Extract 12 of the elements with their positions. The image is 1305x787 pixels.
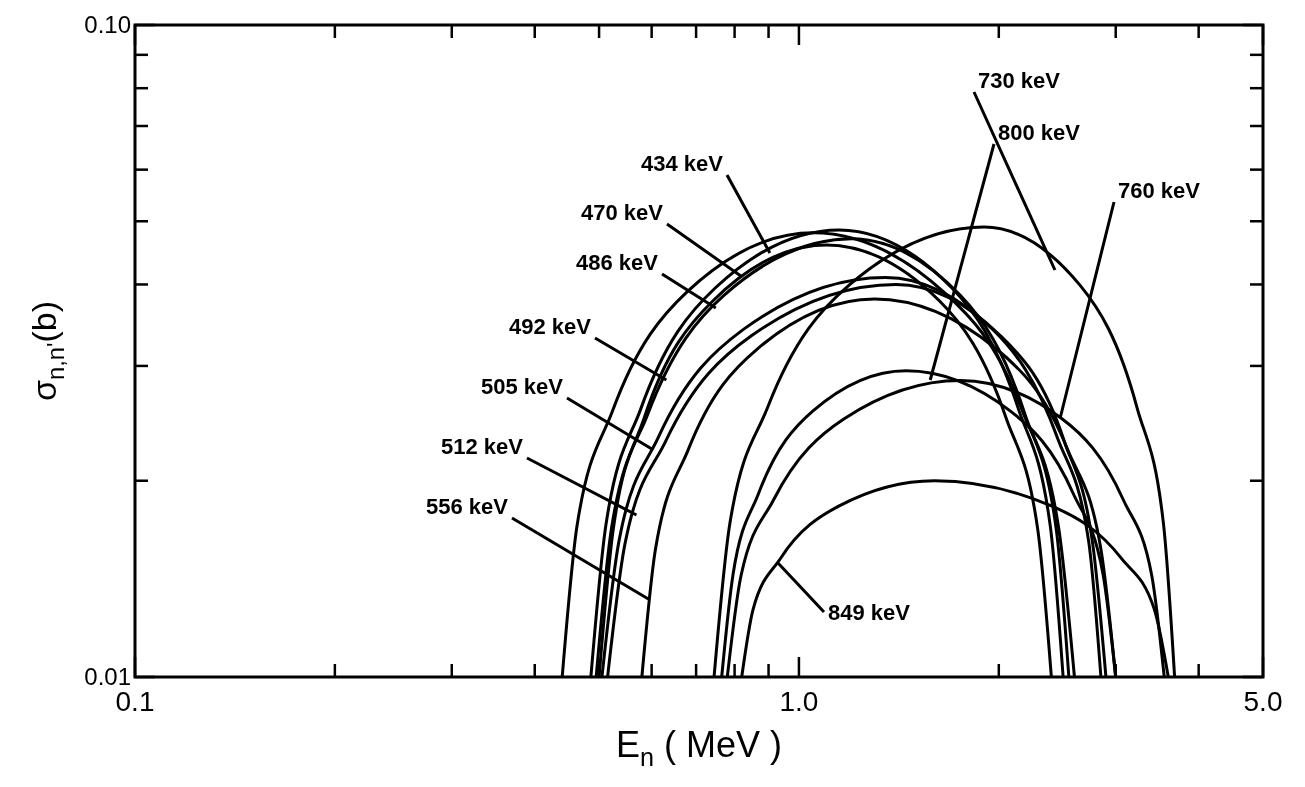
x-tick-label: 1.0 bbox=[779, 686, 819, 717]
text: 556 keV bbox=[426, 494, 509, 519]
x-tick-label: 5.0 bbox=[1243, 686, 1283, 717]
text: 470 keV bbox=[581, 200, 664, 225]
text: 730 keV bbox=[978, 68, 1061, 93]
text: 760 keV bbox=[1118, 178, 1201, 203]
x-axis-title: E$_{n}$ ( MeV ) bbox=[615, 724, 783, 771]
text: 512 keV bbox=[441, 434, 524, 459]
text: 434 keV bbox=[641, 151, 724, 176]
text: 800 keV bbox=[998, 120, 1081, 145]
text: 505 keV bbox=[481, 374, 564, 399]
y-tick-label: 0.10 bbox=[84, 11, 131, 38]
